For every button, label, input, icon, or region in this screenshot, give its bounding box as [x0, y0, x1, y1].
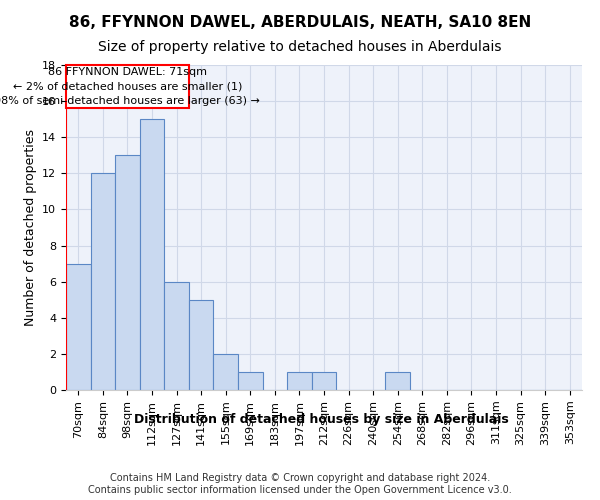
Bar: [238, 372, 263, 390]
FancyBboxPatch shape: [66, 65, 189, 108]
Bar: [164, 282, 189, 390]
Bar: [312, 372, 336, 390]
Y-axis label: Number of detached properties: Number of detached properties: [23, 129, 37, 326]
Bar: [214, 354, 238, 390]
Bar: [115, 156, 140, 390]
Text: Size of property relative to detached houses in Aberdulais: Size of property relative to detached ho…: [98, 40, 502, 54]
Text: Contains HM Land Registry data © Crown copyright and database right 2024.
Contai: Contains HM Land Registry data © Crown c…: [88, 474, 512, 495]
Bar: [287, 372, 312, 390]
Text: 86, FFYNNON DAWEL, ABERDULAIS, NEATH, SA10 8EN: 86, FFYNNON DAWEL, ABERDULAIS, NEATH, SA…: [69, 15, 531, 30]
Bar: [189, 300, 214, 390]
Text: 86 FFYNNON DAWEL: 71sqm
← 2% of detached houses are smaller (1)
98% of semi-deta: 86 FFYNNON DAWEL: 71sqm ← 2% of detached…: [0, 67, 260, 106]
Text: Distribution of detached houses by size in Aberdulais: Distribution of detached houses by size …: [134, 412, 508, 426]
Bar: [66, 264, 91, 390]
Bar: [140, 119, 164, 390]
Bar: [91, 174, 115, 390]
Bar: [385, 372, 410, 390]
